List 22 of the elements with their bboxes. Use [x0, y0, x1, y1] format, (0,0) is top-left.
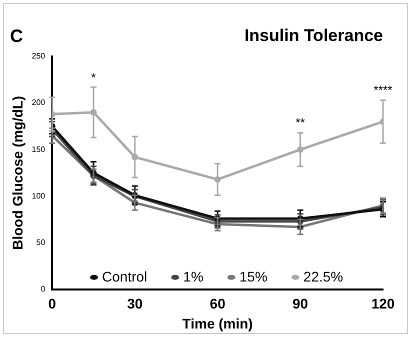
x-tick-label: 90	[292, 296, 308, 312]
annotation: *	[91, 70, 96, 85]
legend-label: 15%	[239, 268, 268, 284]
legend-label: 1%	[183, 268, 204, 284]
y-tick-label: 200	[32, 98, 46, 108]
x-tick-label: 0	[48, 296, 56, 312]
annotation: ****	[374, 82, 393, 97]
text: C	[10, 26, 23, 46]
x-tick-label: 60	[210, 296, 226, 312]
y-tick-label: 0	[40, 284, 46, 294]
y-tick-label: 50	[36, 238, 46, 248]
y-axis-title: Blood Glucose (mg/dL)	[9, 96, 26, 250]
y-tick-label: 100	[32, 191, 46, 200]
annotation: **	[296, 115, 306, 130]
x-axis-title: Time (min)	[182, 315, 253, 332]
y-tick-label: 250	[32, 52, 46, 61]
x-tick-label: 120	[371, 296, 395, 312]
y-tick-label: 150	[32, 144, 46, 154]
legend-label: Control	[102, 268, 148, 284]
legend-label: 22.5%	[303, 268, 344, 284]
chart-title: Insulin Tolerance	[244, 26, 383, 45]
x-tick-label: 30	[127, 296, 143, 312]
